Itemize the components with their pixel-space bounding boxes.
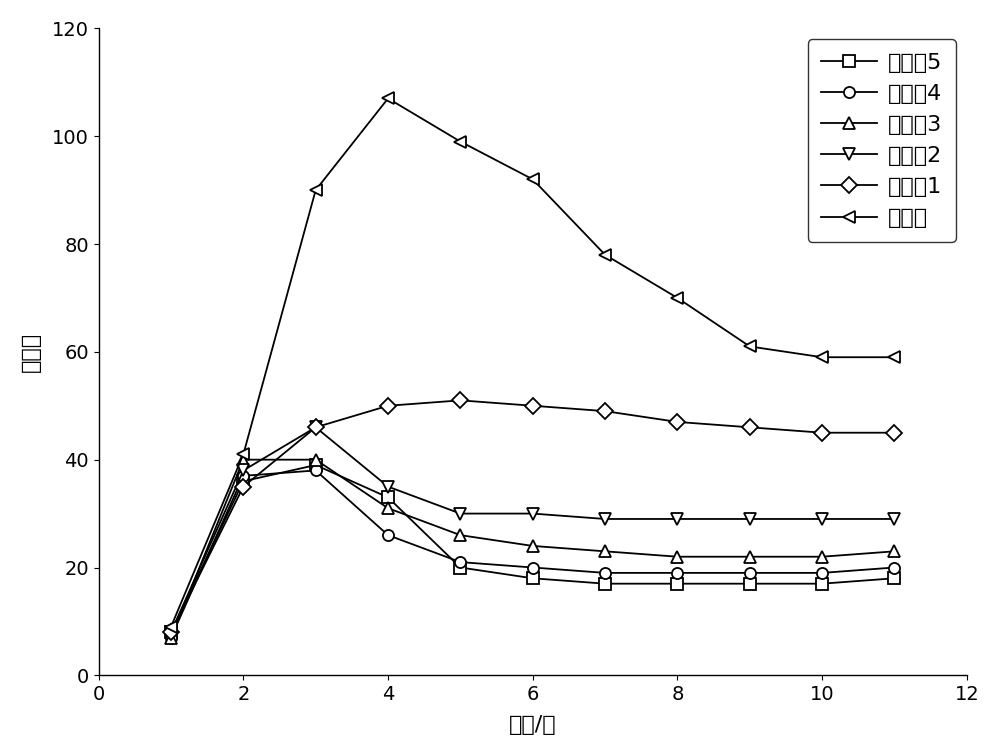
Line: 实施例5: 实施例5 [165, 460, 900, 638]
实施例4 [454, 558, 466, 567]
对比例 [527, 175, 539, 184]
X-axis label: 时间/天: 时间/天 [509, 715, 557, 735]
实施例3 [599, 547, 611, 556]
实施例1 [527, 401, 539, 411]
实施例5 [671, 579, 683, 588]
实施例1 [599, 407, 611, 416]
对比例 [599, 250, 611, 259]
实施例1 [310, 423, 322, 432]
实施例2 [744, 514, 756, 523]
实施例2 [816, 514, 828, 523]
实施例2 [888, 514, 900, 523]
实施例5 [816, 579, 828, 588]
对比例 [237, 450, 249, 459]
实施例5 [454, 563, 466, 572]
实施例4 [816, 569, 828, 578]
实施例4 [527, 563, 539, 572]
实施例5 [527, 574, 539, 583]
实施例5 [888, 574, 900, 583]
实施例4 [237, 471, 249, 480]
实施例2 [165, 627, 177, 637]
实施例3 [237, 455, 249, 464]
实施例3 [888, 547, 900, 556]
Line: 实施例3: 实施例3 [165, 454, 900, 643]
实施例4 [382, 531, 394, 540]
实施例4 [165, 633, 177, 642]
实施例2 [382, 482, 394, 491]
实施例3 [165, 633, 177, 642]
实施例5 [237, 477, 249, 486]
实施例5 [744, 579, 756, 588]
实施例1 [237, 482, 249, 491]
实施例4 [888, 563, 900, 572]
Line: 对比例: 对比例 [165, 93, 900, 632]
实施例2 [454, 509, 466, 518]
实施例2 [671, 514, 683, 523]
实施例5 [382, 493, 394, 502]
实施例1 [382, 401, 394, 411]
实施例1 [888, 428, 900, 437]
对比例 [454, 137, 466, 146]
对比例 [671, 293, 683, 302]
实施例3 [671, 552, 683, 561]
实施例4 [671, 569, 683, 578]
Line: 实施例2: 实施例2 [165, 422, 900, 638]
对比例 [310, 185, 322, 194]
实施例3 [454, 531, 466, 540]
对比例 [382, 94, 394, 103]
实施例3 [527, 541, 539, 550]
实施例1 [454, 396, 466, 405]
实施例1 [165, 627, 177, 637]
Line: 实施例1: 实施例1 [165, 395, 900, 638]
对比例 [888, 353, 900, 362]
实施例5 [599, 579, 611, 588]
实施例5 [310, 460, 322, 469]
实施例4 [310, 466, 322, 475]
实施例3 [382, 503, 394, 513]
实施例2 [527, 509, 539, 518]
实施例4 [599, 569, 611, 578]
实施例4 [744, 569, 756, 578]
实施例1 [816, 428, 828, 437]
实施例3 [816, 552, 828, 561]
实施例1 [671, 417, 683, 426]
实施例5 [165, 627, 177, 637]
实施例2 [599, 514, 611, 523]
对比例 [816, 353, 828, 362]
实施例2 [310, 423, 322, 432]
Legend: 实施例5, 实施例4, 实施例3, 实施例2, 实施例1, 对比例: 实施例5, 实施例4, 实施例3, 实施例2, 实施例1, 对比例 [808, 39, 956, 242]
对比例 [165, 622, 177, 631]
实施例3 [310, 455, 322, 464]
对比例 [744, 342, 756, 351]
Line: 实施例4: 实施例4 [165, 465, 900, 643]
实施例1 [744, 423, 756, 432]
Y-axis label: 溶胀率: 溶胀率 [21, 332, 41, 372]
实施例3 [744, 552, 756, 561]
实施例2 [237, 466, 249, 475]
